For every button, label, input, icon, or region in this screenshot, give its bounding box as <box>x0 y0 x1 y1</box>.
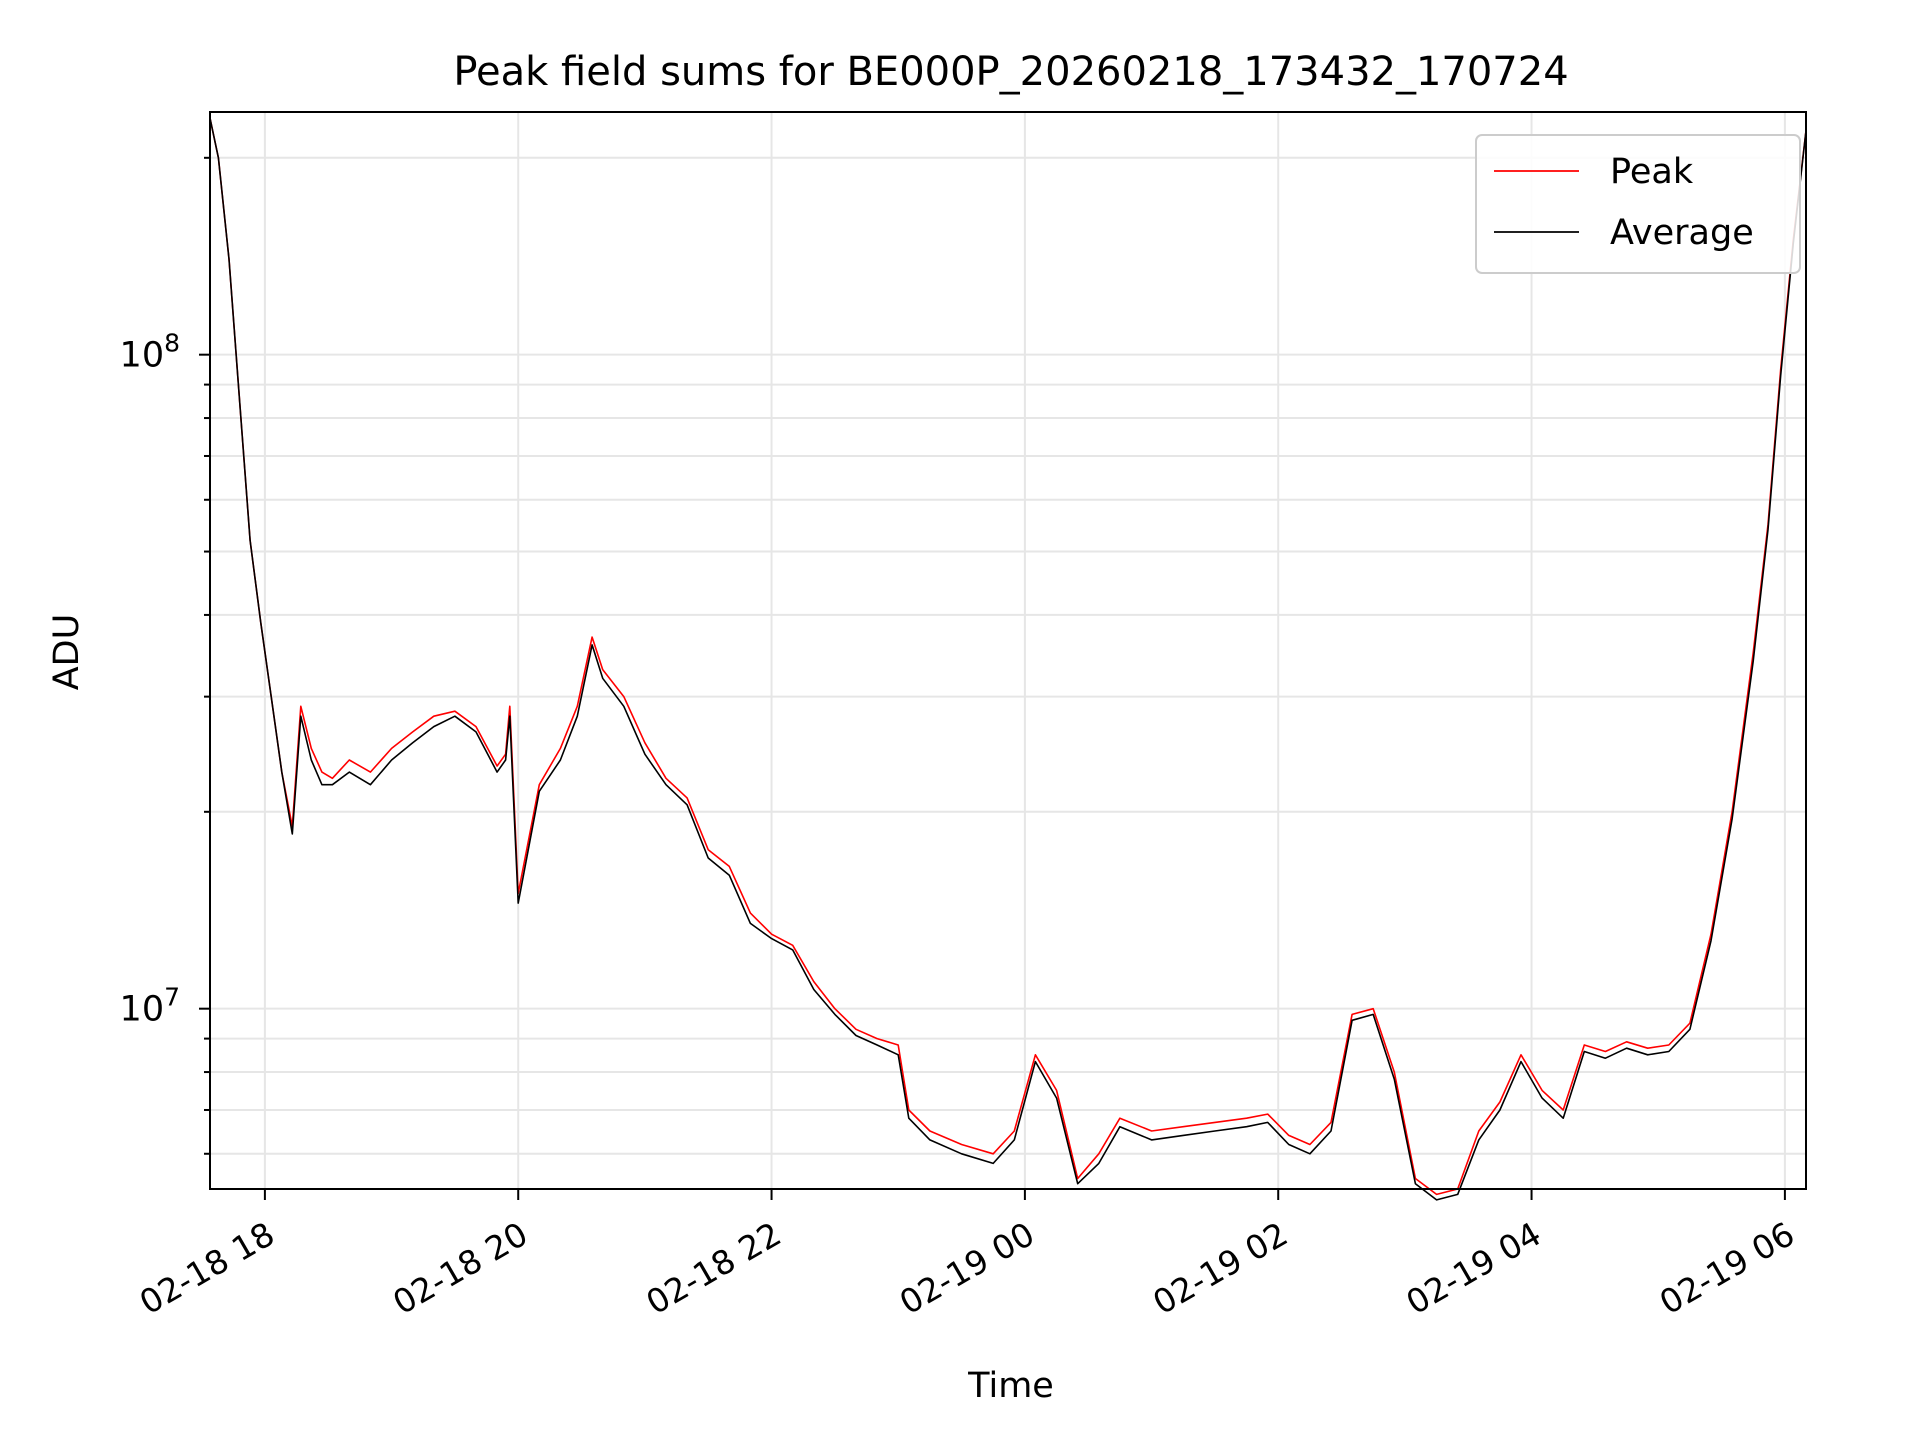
legend: Peak Average <box>1475 134 1801 274</box>
y-axis-ticks: 107 108 <box>120 156 210 1155</box>
legend-label-peak: Peak <box>1610 152 1694 192</box>
plot-frame <box>209 111 1807 1190</box>
x-tick-label: 02-18 22 <box>640 1214 788 1322</box>
y-axis-label: ADU <box>47 614 87 691</box>
series-line-peak <box>209 117 1807 1196</box>
series-layer <box>209 117 1807 1201</box>
x-tick-label: 02-18 20 <box>386 1214 534 1322</box>
x-tick-label: 02-19 00 <box>893 1214 1041 1322</box>
series-line-average <box>209 117 1807 1201</box>
legend-box <box>1475 134 1801 274</box>
grid <box>210 112 1806 1189</box>
y-tick-label: 108 <box>120 329 180 376</box>
x-tick-label: 02-19 06 <box>1653 1214 1801 1322</box>
chart-title: Peak field sums for BE000P_20260218_1734… <box>453 49 1568 95</box>
x-tick-label: 02-18 18 <box>133 1214 281 1322</box>
y-tick-label: 107 <box>120 983 180 1030</box>
x-tick-label: 02-19 04 <box>1400 1214 1548 1322</box>
x-axis-label: Time <box>967 1366 1054 1406</box>
legend-label-average: Average <box>1610 213 1754 253</box>
x-tick-label: 02-19 02 <box>1146 1214 1294 1322</box>
x-axis-ticks: 02-18 18 02-18 20 02-18 22 02-19 00 02-19 02… <box>133 1189 1801 1322</box>
